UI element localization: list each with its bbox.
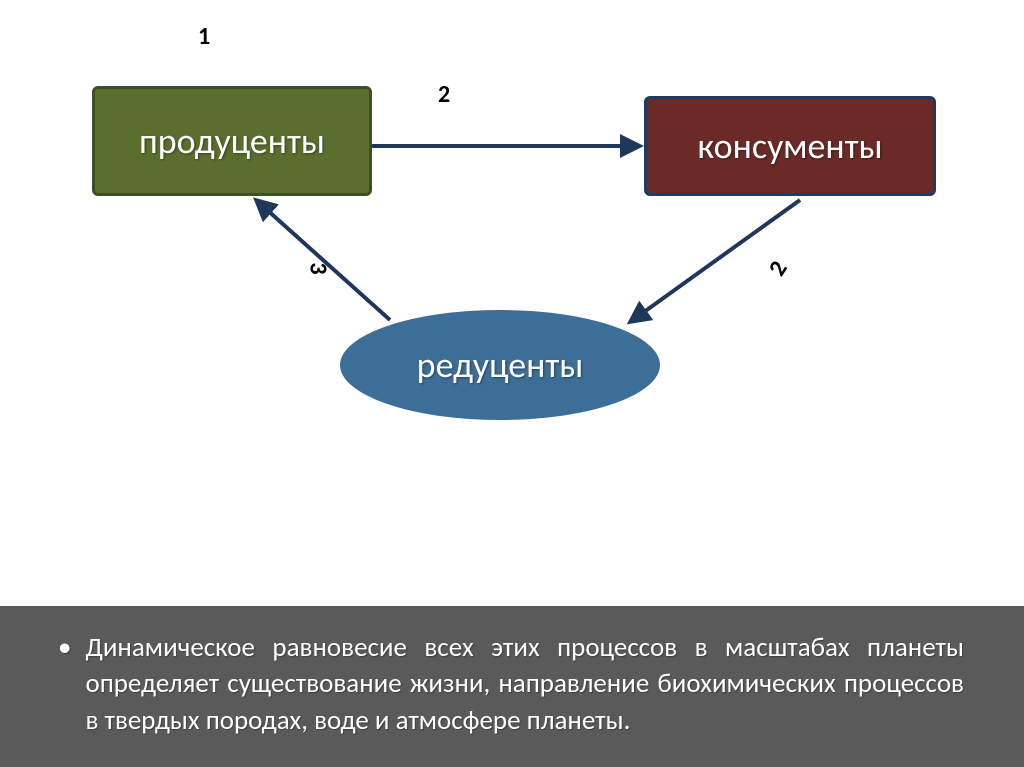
node-producers-label: продуценты: [139, 119, 325, 163]
bullet-icon: •: [58, 630, 71, 666]
node-decomposers-label: редуценты: [417, 343, 584, 387]
node-decomposers: редуценты: [340, 310, 660, 420]
caption-row: • Динамическое равновесие всех этих проц…: [60, 630, 964, 739]
label-1: 1: [198, 22, 210, 51]
arrow-decomposers-producers: [256, 200, 390, 320]
diagram-area: продуценты консументы редуценты 1 2 2 3: [0, 0, 1024, 490]
caption-text: Динамическое равновесие всех этих процес…: [85, 630, 964, 739]
caption-block: • Динамическое равновесие всех этих проц…: [0, 606, 1024, 767]
label-2-right: 2: [763, 256, 794, 282]
node-producers: продуценты: [92, 86, 372, 196]
label-2-top: 2: [438, 80, 450, 109]
node-consumers: консументы: [644, 96, 936, 196]
node-consumers-label: консументы: [697, 124, 882, 168]
label-3: 3: [304, 262, 333, 274]
